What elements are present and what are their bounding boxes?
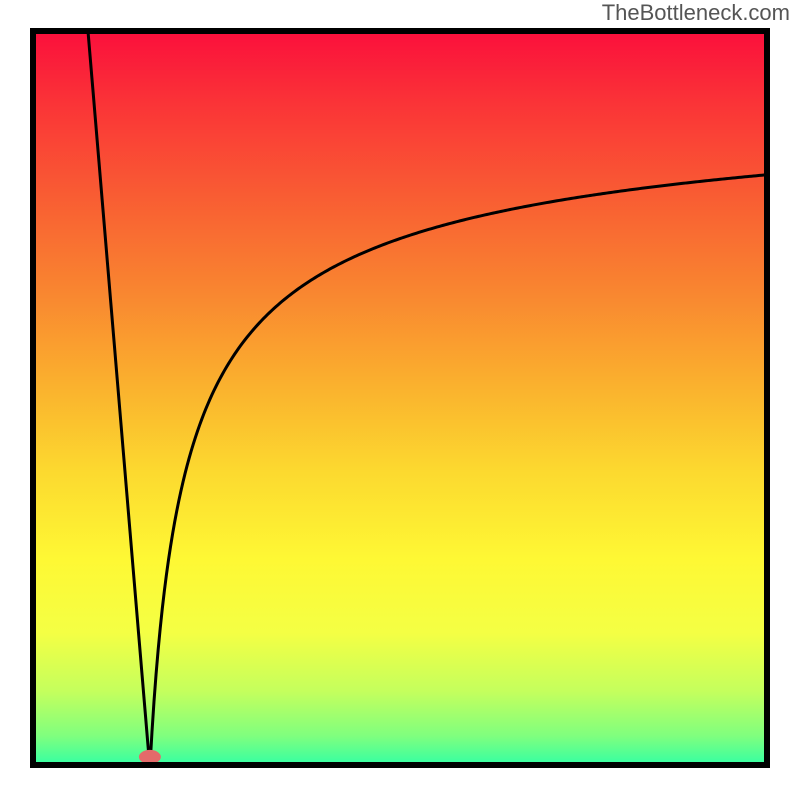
gradient-background (33, 31, 767, 765)
chart-container: TheBottleneck.com (0, 0, 800, 800)
attribution-label: TheBottleneck.com (602, 0, 790, 26)
chart-svg (0, 0, 800, 800)
minimum-marker (139, 750, 161, 764)
